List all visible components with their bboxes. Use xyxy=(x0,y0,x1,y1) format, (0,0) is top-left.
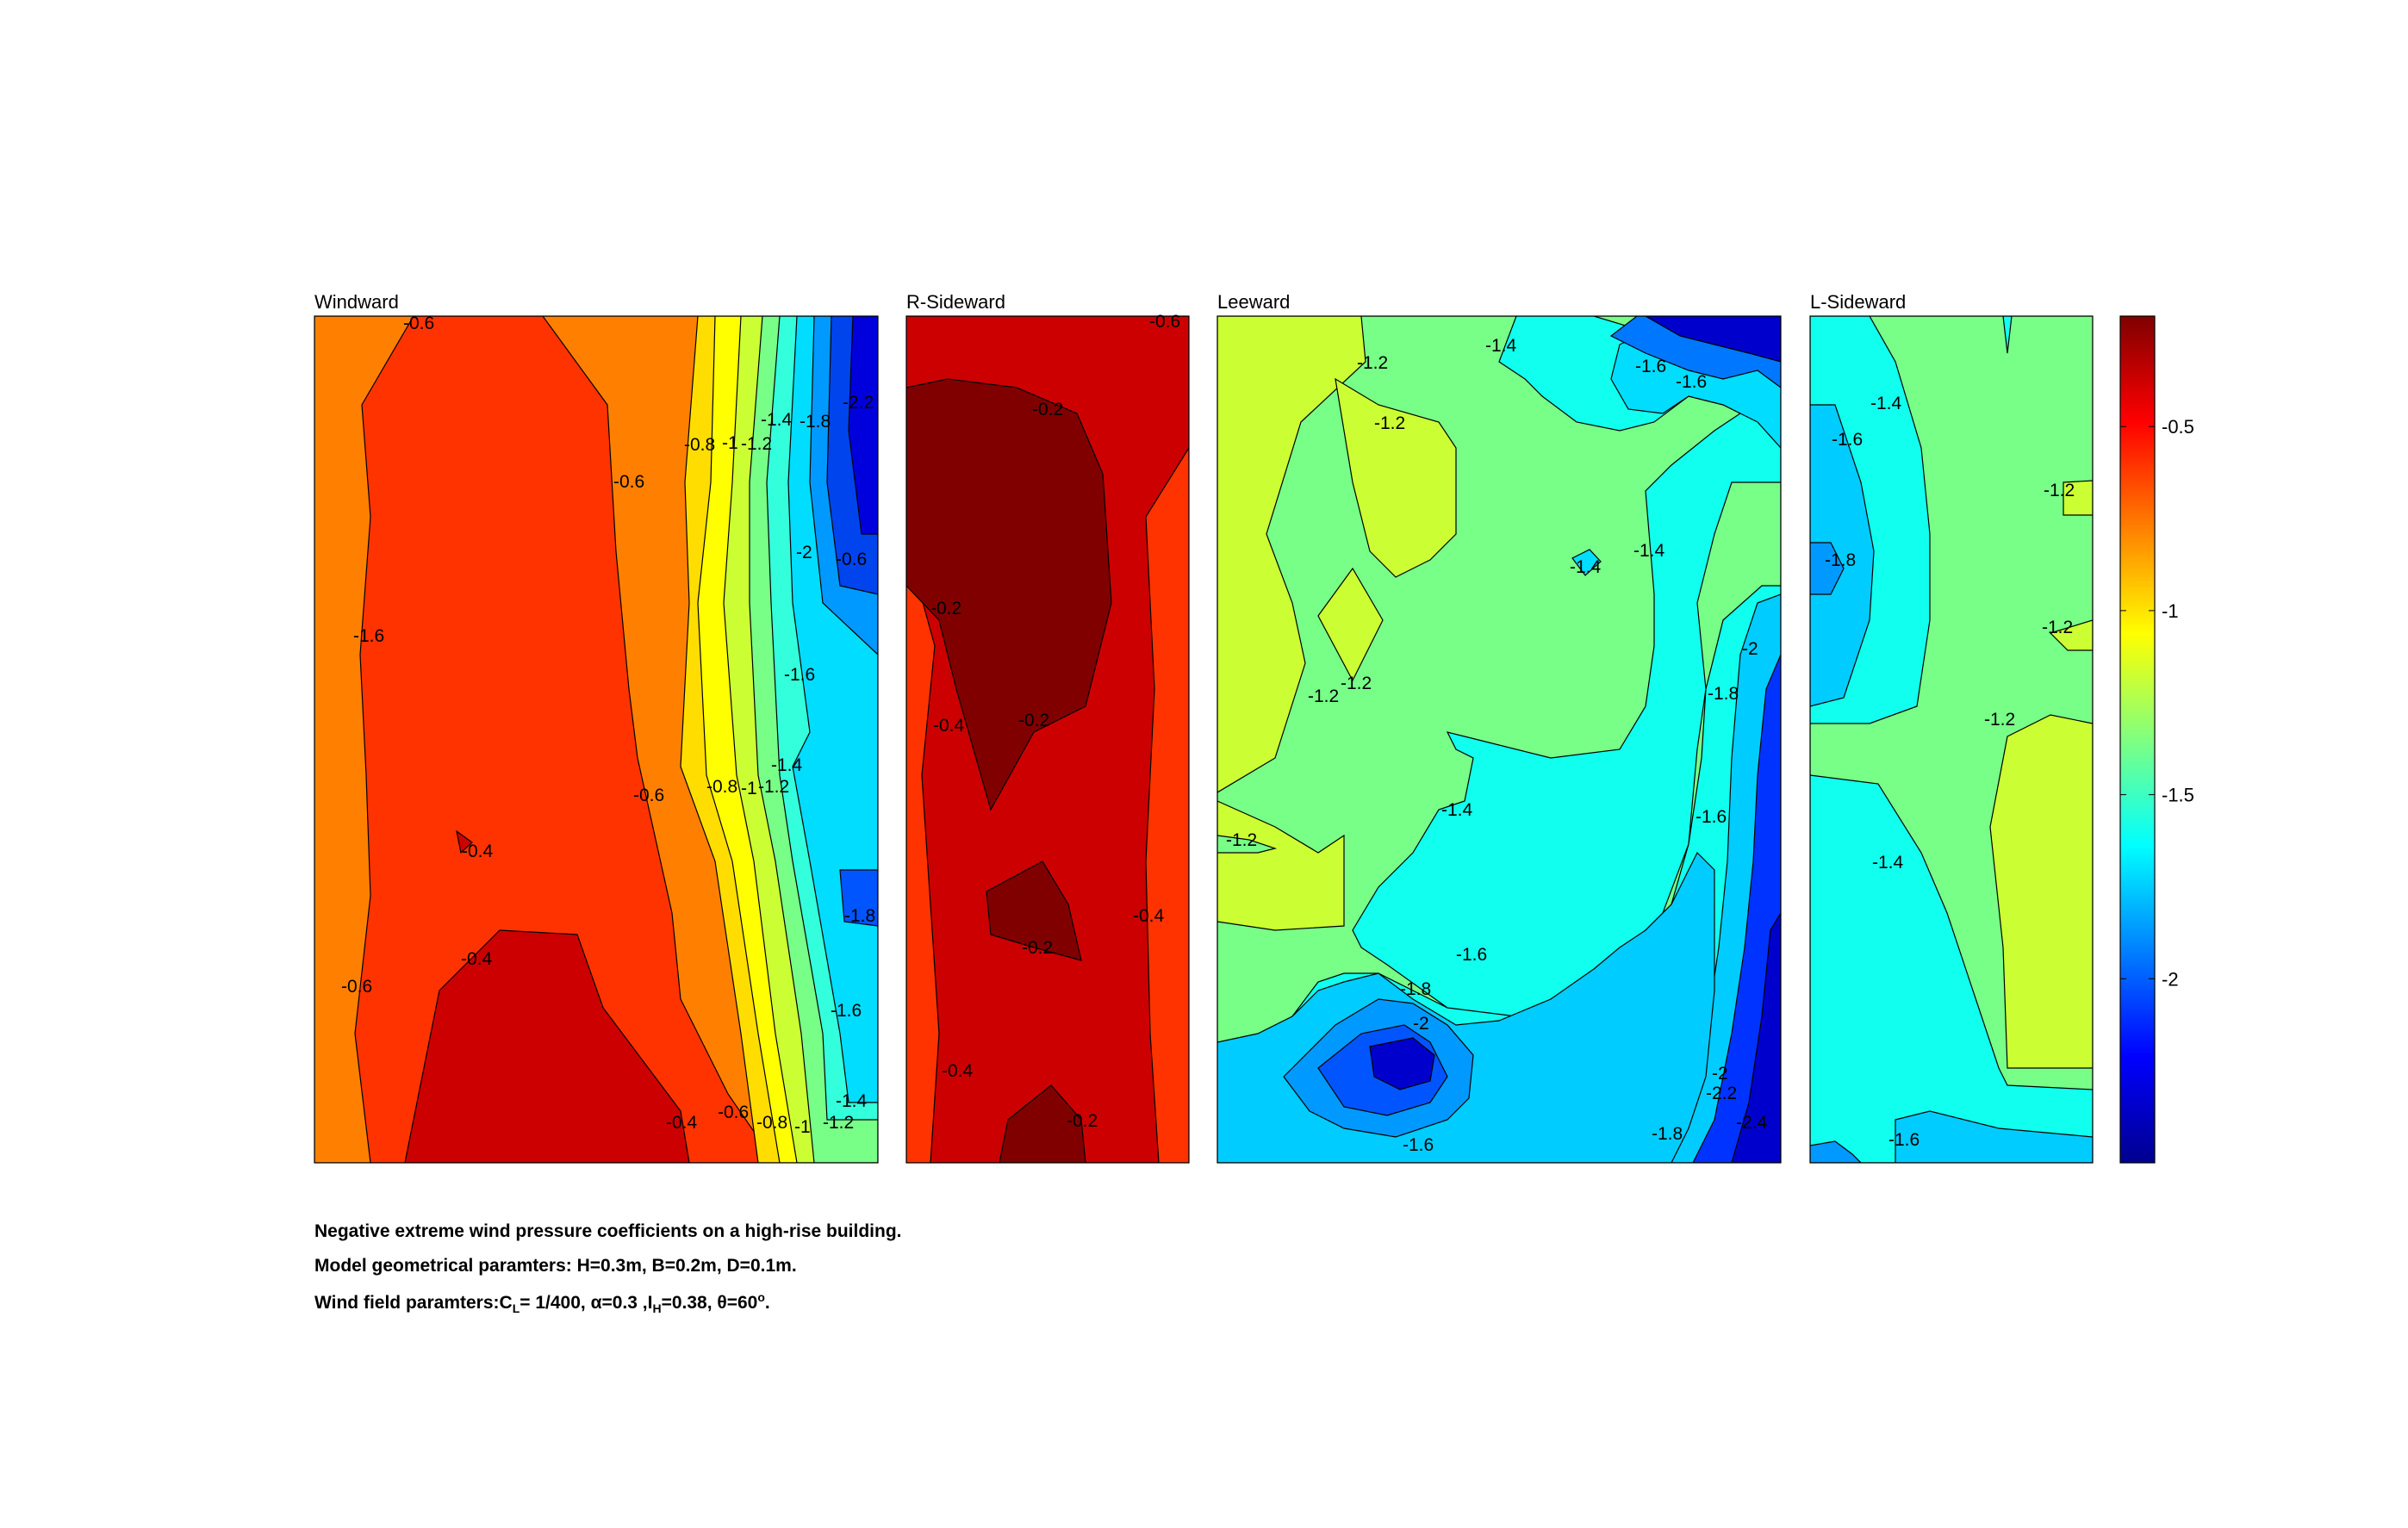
contour-label: -0.2 xyxy=(1018,711,1049,730)
panel-title-r-sideward: R-Sideward xyxy=(906,291,1005,313)
contour-label: -0.8 xyxy=(756,1113,787,1133)
contour-label: -1.4 xyxy=(771,755,803,775)
contour-label: -2 xyxy=(796,543,812,562)
panel-title-l-sideward: L-Sideward xyxy=(1810,291,1907,313)
r-sideward-contour-field xyxy=(906,316,1189,1163)
contour-label: -1.6 xyxy=(1635,357,1666,376)
contour-label: -1.2 xyxy=(1374,413,1405,433)
contour-label: -1.8 xyxy=(844,906,875,926)
colorbar-ticks: -0.5 -1 -1.5 -2 xyxy=(2120,416,2194,990)
contour-label: -0.8 xyxy=(706,777,737,797)
caption-sub-l: L xyxy=(512,1301,520,1316)
windward-contour-field xyxy=(314,316,878,1163)
contour-label: -1.8 xyxy=(1652,1124,1683,1144)
leeward-contour-field xyxy=(1217,316,1781,1163)
l-sideward-contour-field xyxy=(1810,316,2093,1163)
contour-label: -0.8 xyxy=(684,435,715,455)
caption-sup-degree: o xyxy=(757,1290,765,1304)
contour-label: -1.4 xyxy=(1870,394,1902,413)
contour-label: -1.6 xyxy=(1456,945,1487,965)
contour-label: -0.4 xyxy=(1133,906,1165,926)
contour-label: -1.6 xyxy=(1832,430,1863,450)
contour-label: -0.2 xyxy=(1032,400,1063,419)
contour-label: -1.4 xyxy=(1485,336,1517,356)
contour-label: -1.2 xyxy=(1308,686,1339,706)
contour-label: -0.6 xyxy=(836,550,867,569)
contour-label: -1.8 xyxy=(1825,550,1856,570)
leeward-axes-box xyxy=(1216,315,1782,1164)
caption-line-3-part-a: Wind field paramters:C xyxy=(314,1293,513,1313)
caption-line-3-part-d: . xyxy=(764,1293,770,1313)
contour-label: -1.6 xyxy=(1696,807,1727,827)
caption-sub-h: H xyxy=(652,1301,662,1316)
contour-label: -0.2 xyxy=(1067,1111,1098,1131)
contour-label: -0.2 xyxy=(930,599,961,618)
contour-label: -1.2 xyxy=(1357,353,1388,373)
contour-label: -1.2 xyxy=(1341,674,1372,693)
contour-label: -1.6 xyxy=(784,665,815,685)
contour-label: -1.4 xyxy=(1441,800,1473,820)
contour-label: -2 xyxy=(1413,1014,1429,1034)
colorbar-tick-label: -0.5 xyxy=(2162,416,2194,438)
caption-line-1: Negative extreme wind pressure coefficie… xyxy=(314,1221,902,1241)
colorbar-tick-label: -1 xyxy=(2162,600,2179,622)
contour-label: -2.4 xyxy=(1736,1113,1768,1133)
contour-label: -1.2 xyxy=(2044,481,2075,500)
contour-label: -0.4 xyxy=(933,716,965,736)
contour-label: -1.6 xyxy=(1676,372,1707,392)
contour-label: -1.6 xyxy=(831,1001,862,1021)
contour-label: -1.6 xyxy=(1403,1135,1434,1155)
contour-label: -0.6 xyxy=(403,314,434,333)
contour-label: -1.2 xyxy=(758,777,789,797)
contour-label: -1.6 xyxy=(1888,1130,1920,1150)
colorbar xyxy=(2119,315,2156,1164)
contour-label: -1.4 xyxy=(836,1091,868,1111)
contour-label: -2 xyxy=(1712,1064,1728,1084)
contour-label: -0.6 xyxy=(633,786,664,805)
panel-title-windward: Windward xyxy=(314,291,399,313)
contour-label: -0.6 xyxy=(341,977,372,997)
contour-label: -0.6 xyxy=(613,472,644,492)
contour-label: -1.2 xyxy=(1226,830,1257,850)
panel-title-leeward: Leeward xyxy=(1217,291,1291,313)
contour-label: -0.6 xyxy=(718,1103,749,1122)
caption-line-2: Model geometrical paramters: H=0.3m, B=0… xyxy=(314,1256,797,1276)
contour-label: -1 xyxy=(741,779,757,798)
contour-label: -1.8 xyxy=(1400,979,1431,999)
contour-label: -1.4 xyxy=(761,410,793,430)
contour-label: -1.2 xyxy=(2042,618,2073,637)
contour-label: -1.8 xyxy=(1708,684,1739,704)
colorbar-tick-label: -2 xyxy=(2162,968,2179,990)
contour-label: -0.4 xyxy=(942,1061,974,1081)
contour-label: -1.6 xyxy=(353,626,384,646)
contour-label: -0.4 xyxy=(461,949,493,969)
contour-label: -0.6 xyxy=(1149,312,1180,332)
contour-label: -0.2 xyxy=(1022,938,1053,958)
caption-line-3-part-b: = 1/400, α=0.3 ,I xyxy=(520,1293,653,1313)
l-sideward-axes-box xyxy=(1809,315,2094,1164)
contour-label: -2.2 xyxy=(843,393,874,413)
windward-axes-box xyxy=(314,315,879,1164)
contour-label: -1.4 xyxy=(1633,541,1665,561)
contour-labels: -0.6-0.6-0.8 -1 -1.2-1.4 -1.8-2.2-1.6-2 -0.6… xyxy=(341,312,2075,1155)
contour-label: -1.2 xyxy=(1984,710,2015,730)
contour-label: -1 xyxy=(722,433,738,453)
r-sideward-axes-box xyxy=(905,315,1190,1164)
contour-label: -1.8 xyxy=(800,412,831,432)
contour-label: -1.2 xyxy=(823,1113,854,1133)
contour-label: -0.4 xyxy=(462,842,494,861)
caption-line-3-part-c: =0.38, θ=60 xyxy=(661,1293,758,1313)
caption-line-3: Wind field paramters:CL= 1/400, α=0.3 ,I… xyxy=(314,1290,770,1315)
contour-label: -1.4 xyxy=(1872,853,1904,873)
contour-label: -1.2 xyxy=(741,434,772,454)
contour-label: -1.4 xyxy=(1570,557,1602,577)
contour-label: -2.2 xyxy=(1706,1084,1737,1103)
contour-label: -2 xyxy=(1742,639,1758,659)
colorbar-tick-label: -1.5 xyxy=(2162,785,2194,806)
contour-label: -1 xyxy=(794,1117,811,1137)
contour-label: -0.4 xyxy=(666,1113,698,1133)
